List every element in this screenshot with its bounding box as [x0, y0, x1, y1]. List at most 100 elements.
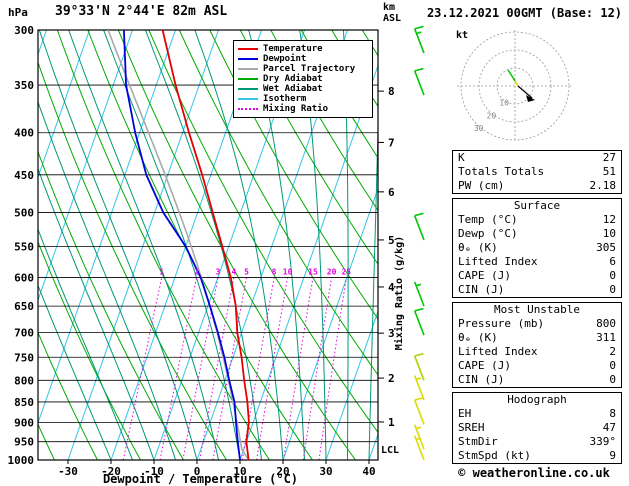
pressure-tick-label-650: 650: [14, 300, 34, 313]
dry-adiabat-280: [38, 61, 228, 460]
mixing-ratio-value-label-8: 8: [272, 268, 277, 277]
temp-tick-label-30: 30: [319, 465, 332, 478]
stat-row: Lifted Index 2: [453, 345, 621, 359]
stat-label: StmDir: [458, 435, 498, 448]
pressure-tick-label-300: 300: [14, 24, 34, 37]
stat-value: 0: [609, 269, 616, 282]
stats-table-title: Most Unstable: [493, 303, 581, 316]
temp-tick-label--20: -20: [101, 465, 121, 478]
stat-value: 339°: [589, 435, 617, 448]
km-tick-label-4: 4: [388, 281, 395, 294]
stat-label: PW (cm): [458, 179, 505, 192]
mixing-ratio-value-label-20: 20: [327, 268, 337, 277]
mixing-ratio-value-label-25: 25: [341, 268, 351, 277]
mixing-ratio-line-15: [283, 277, 314, 460]
pressure-tick-label-500: 500: [14, 206, 34, 219]
stat-value: 0: [609, 283, 616, 296]
temp-tick-label-40: 40: [362, 465, 375, 478]
plot-border: [37, 29, 379, 461]
hodograph-unit-label: kt: [456, 30, 468, 41]
legend-label: Dewpoint: [263, 54, 307, 64]
stats-table-hodograph: Hodograph EH 8 SREH 47 StmDir 339° StmSpd (kt) 9: [452, 392, 622, 464]
temp-tick-label-10: 10: [233, 465, 246, 478]
stat-value: 0: [609, 373, 616, 386]
dry-adiabat-300: [87, 30, 314, 460]
mixing-ratio-value-label-2: 2: [194, 268, 199, 277]
wind-barb-column: [413, 25, 425, 461]
mixing-ratio-value-label-15: 15: [308, 268, 318, 277]
stat-label: Pressure (mb): [458, 317, 545, 330]
stat-row: CIN (J) 0: [453, 283, 621, 297]
stat-row: CIN (J) 0: [453, 373, 621, 387]
stat-row: EH 8: [453, 407, 621, 421]
axis-tick-labels: 3003504004505005506006507007508008509009…: [8, 24, 396, 478]
mixing-ratio-value-label-5: 5: [244, 268, 249, 277]
hodograph-ring-label-10: 10: [499, 99, 509, 108]
stats-table-title: Hodograph: [507, 393, 567, 406]
dewpoint-curve: [123, 30, 241, 460]
mixing-ratio-line-5: [212, 277, 247, 460]
stat-value: 0: [609, 359, 616, 372]
legend-swatch-isotherm: [238, 98, 258, 100]
dry-adiabat-410: [423, 30, 450, 477]
station-title: 39°33'N 2°44'E 82m ASL: [55, 4, 228, 19]
stat-row: CAPE (J) 0: [453, 359, 621, 373]
stat-label: CIN (J): [458, 283, 505, 296]
pressure-axis-unit: hPa: [8, 6, 28, 19]
pressure-tick-label-800: 800: [14, 374, 34, 387]
stat-row: PW (cm) 2.18: [453, 179, 621, 193]
dry-adiabat-340: [209, 30, 378, 320]
chart-datetime: 23.12.2021 00GMT (Base: 12): [426, 6, 623, 20]
stat-value: 800: [596, 317, 616, 330]
mixing-ratio-line-10: [256, 277, 289, 460]
stat-value: 51: [602, 165, 616, 178]
sounding-curves: [107, 30, 250, 460]
dry-adiabat-260: [38, 240, 142, 460]
stat-value: 305: [596, 241, 616, 254]
pressure-tick-label-850: 850: [14, 396, 34, 409]
legend-item-temperature: Temperature: [238, 44, 368, 54]
stat-label: SREH: [458, 421, 485, 434]
km-tick-label-2: 2: [388, 372, 395, 385]
pressure-tick-label-450: 450: [14, 169, 34, 182]
legend-item-parcel: Parcel Trajectory: [238, 64, 368, 74]
legend-box: Temperature Dewpoint Parcel Trajectory Dry …: [233, 40, 373, 118]
hodograph-trace-upper: [507, 69, 516, 82]
legend-label: Dry Adiabat: [263, 74, 323, 84]
legend-label: Parcel Trajectory: [263, 64, 356, 74]
pressure-tick-label-600: 600: [14, 272, 34, 285]
stat-value: 6: [609, 255, 616, 268]
pressure-tick-label-900: 900: [14, 416, 34, 429]
mixing-ratio-line-1: [122, 277, 163, 460]
mixing-ratio-value-label-1: 1: [159, 268, 164, 277]
temp-tick-label-0: 0: [194, 465, 201, 478]
wind-barb-705: [413, 307, 425, 336]
temperature-curve: [161, 30, 250, 460]
storm-motion-vector: [517, 85, 533, 99]
km-tick-label-8: 8: [388, 85, 395, 98]
wind-barb-650: [413, 281, 425, 307]
dry-adiabat-360: [270, 30, 378, 212]
stat-row: StmDir 339°: [453, 435, 621, 449]
stat-label: K: [458, 151, 465, 164]
altitude-unit-km: km: [383, 2, 396, 13]
stat-value: 2.18: [589, 179, 617, 192]
stat-value: 10: [602, 227, 616, 240]
temp-tick-label--30: -30: [58, 465, 78, 478]
lcl-label: LCL: [381, 445, 399, 456]
stat-row: SREH 47: [453, 421, 621, 435]
wind-barb-360: [413, 67, 425, 96]
isotherm-40: [368, 432, 378, 460]
legend-item-wet_adiabat: Wet Adiabat: [238, 84, 368, 94]
copyright: © weatheronline.co.uk: [458, 466, 610, 480]
wind-barb-540: [413, 212, 425, 241]
wind-barb-1000: [413, 435, 425, 461]
stat-label: Lifted Index: [458, 255, 538, 268]
pressure-tick-label-950: 950: [14, 436, 34, 449]
legend-item-dewpoint: Dewpoint: [238, 54, 368, 64]
pressure-tick-label-750: 750: [14, 351, 34, 364]
legend-item-mixing_ratio: Mixing Ratio: [238, 104, 368, 114]
altitude-unit-asl: ASL: [383, 13, 402, 24]
